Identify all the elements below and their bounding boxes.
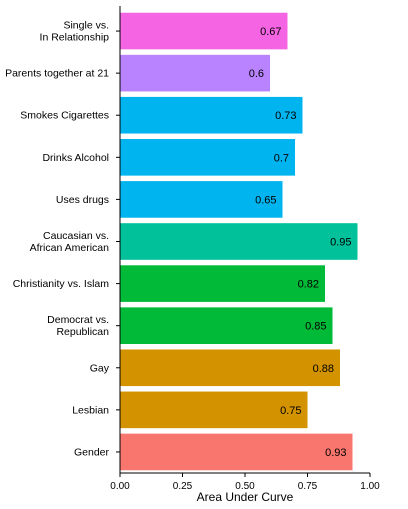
bar-value-label: 0.88	[313, 363, 334, 375]
category-label: Smokes Cigarettes	[20, 110, 109, 122]
x-tick-label: 0.50	[235, 481, 255, 492]
bar-value-label: 0.67	[260, 26, 281, 38]
category-label: Democrat vs. Republican	[47, 314, 109, 338]
value-labels: 0.67 0.6 0.73 0.7 0.65 0.95 0.82 0.85 0.88 0.75 0.…	[249, 26, 352, 459]
bar-8	[120, 349, 340, 387]
category-labels: Single vs. In Relationship Parents togethe…	[5, 20, 120, 458]
bars-group	[120, 12, 358, 471]
x-tick-label: 0.75	[298, 481, 318, 492]
bar-value-label: 0.82	[298, 279, 319, 291]
bar-value-label: 0.93	[325, 447, 346, 459]
bar-10	[120, 433, 353, 471]
bar-value-label: 0.65	[255, 194, 276, 206]
bar-value-label: 0.85	[305, 321, 326, 333]
bar-2	[120, 96, 303, 134]
bar-5	[120, 223, 358, 260]
x-ticks: 0.00 0.25 0.50 0.75 1.00	[110, 473, 380, 492]
bar-value-label: 0.6	[249, 68, 264, 80]
bar-1	[120, 54, 270, 92]
category-label: Single vs. In Relationship	[40, 20, 110, 44]
category-label: Christianity vs. Islam	[13, 278, 110, 290]
category-label: Lesbian	[72, 404, 109, 416]
bar-3	[120, 139, 295, 176]
bar-4	[120, 181, 283, 218]
category-label: Gay	[90, 362, 110, 374]
category-label: Uses drugs	[56, 194, 109, 206]
x-tick-label: 0.00	[110, 481, 130, 492]
bar-9	[120, 391, 308, 429]
bar-6	[120, 265, 325, 302]
bar-7	[120, 307, 333, 344]
x-axis-title: Area Under Curve	[197, 490, 294, 504]
bar-0	[120, 12, 288, 50]
category-label: Drinks Alcohol	[42, 152, 109, 164]
bar-value-label: 0.75	[280, 405, 301, 417]
x-tick-label: 1.00	[360, 481, 380, 492]
bar-value-label: 0.73	[275, 110, 296, 122]
x-tick-label: 0.25	[173, 481, 193, 492]
bar-value-label: 0.95	[330, 237, 351, 249]
category-label: Gender	[74, 446, 110, 458]
category-label: Caucasian vs. African American	[30, 230, 110, 254]
bar-value-label: 0.7	[274, 152, 289, 164]
category-label: Parents together at 21	[5, 68, 109, 80]
